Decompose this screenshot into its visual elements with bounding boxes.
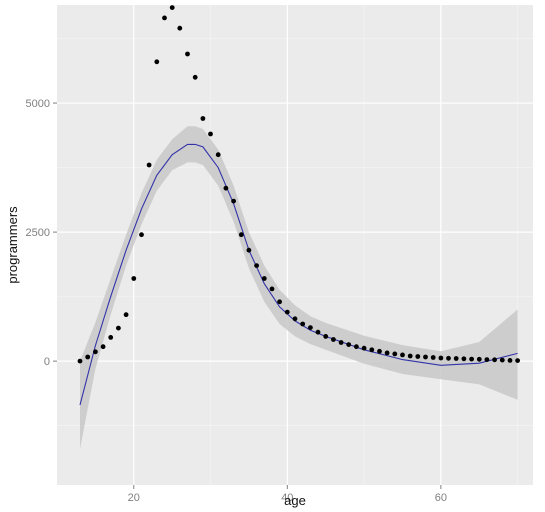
data-point xyxy=(300,321,306,327)
y-axis-title: programmers xyxy=(5,206,20,284)
data-point xyxy=(108,335,114,340)
minor-gridlines xyxy=(57,5,533,485)
data-point xyxy=(185,51,190,57)
data-point xyxy=(284,309,290,315)
smooth-trend-line xyxy=(79,143,518,406)
data-point xyxy=(423,354,428,360)
x-tick-label: 40 xyxy=(281,492,293,504)
data-point xyxy=(146,162,152,168)
data-point xyxy=(430,355,436,360)
data-point xyxy=(308,325,313,330)
data-point xyxy=(238,232,244,238)
data-point xyxy=(369,347,375,353)
y-tick-label: 0 xyxy=(44,356,50,368)
data-point xyxy=(246,247,252,253)
data-point xyxy=(446,355,451,361)
data-point xyxy=(377,348,382,354)
data-point xyxy=(215,152,221,158)
data-point xyxy=(476,356,482,362)
data-point xyxy=(292,316,298,322)
data-point xyxy=(384,350,390,356)
plot-panel xyxy=(57,5,533,485)
x-tick-label: 20 xyxy=(128,492,140,504)
data-point xyxy=(123,312,129,318)
x-axis-title: age xyxy=(284,493,306,508)
y-axis-ticks: 0 2500 5000 xyxy=(26,98,57,368)
data-point xyxy=(392,351,398,357)
data-point xyxy=(407,353,413,359)
data-point xyxy=(515,358,520,363)
data-point xyxy=(93,349,98,355)
y-tick-label: 2500 xyxy=(26,227,50,239)
data-point xyxy=(223,185,229,191)
data-point xyxy=(131,276,137,281)
data-point xyxy=(507,358,513,363)
confidence-band xyxy=(80,126,518,449)
data-point xyxy=(154,59,160,65)
data-point xyxy=(200,116,206,121)
x-axis-ticks: 20 40 60 xyxy=(128,485,447,504)
data-point xyxy=(162,15,167,21)
data-point xyxy=(331,337,336,342)
data-point xyxy=(269,286,275,292)
data-point xyxy=(177,25,183,31)
x-tick-label: 60 xyxy=(435,492,447,504)
data-point xyxy=(277,299,282,305)
data-point xyxy=(453,356,459,361)
data-point xyxy=(492,357,497,363)
data-point xyxy=(354,344,359,350)
data-point xyxy=(400,352,405,358)
data-point xyxy=(261,276,267,281)
data-point xyxy=(116,325,121,331)
data-point xyxy=(208,131,213,137)
data-point xyxy=(346,342,352,347)
data-points xyxy=(77,5,520,364)
data-point xyxy=(461,356,467,362)
data-point xyxy=(361,345,367,351)
data-point xyxy=(484,357,490,362)
data-point xyxy=(139,232,144,238)
data-point xyxy=(77,358,83,364)
data-point xyxy=(323,334,329,339)
data-point xyxy=(438,355,444,361)
data-point xyxy=(169,5,175,10)
data-point xyxy=(192,74,198,80)
data-point xyxy=(100,344,106,350)
data-point xyxy=(315,329,321,335)
data-point xyxy=(338,340,344,345)
data-point xyxy=(85,354,91,360)
data-point xyxy=(254,263,259,268)
data-point xyxy=(469,356,474,362)
data-point xyxy=(499,357,505,363)
y-tick-label: 5000 xyxy=(26,98,50,110)
data-point xyxy=(231,198,237,204)
data-point xyxy=(415,354,421,359)
